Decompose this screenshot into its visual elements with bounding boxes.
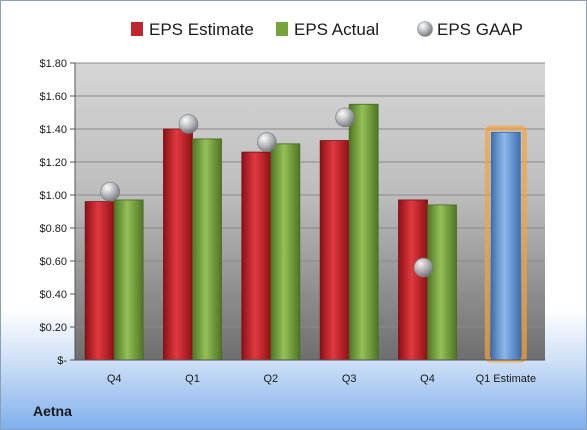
eps-actual-bar (348, 103, 379, 361)
gaap-markers (100, 107, 434, 278)
eps-gaap-marker (335, 107, 355, 128)
eps-gaap-marker (257, 132, 277, 152)
y-tick-label: $1.40 (39, 124, 67, 136)
company-name: Aetna (33, 403, 72, 419)
plot-area (75, 63, 545, 360)
x-tick-label: Q4 (107, 373, 122, 385)
gridlines (75, 62, 545, 361)
eps-estimate-bar (319, 140, 350, 361)
legend-label: EPS Actual (294, 20, 379, 39)
eps-gaap-marker (413, 257, 434, 278)
x-tick-label: Q2 (263, 373, 278, 385)
eps-actual-bar (270, 143, 301, 361)
legend-label: EPS Estimate (149, 20, 254, 39)
legend: EPS Estimate EPS Actual EPS GAAP (131, 20, 523, 39)
y-tick-label: $1.80 (39, 58, 67, 70)
legend-swatch (131, 22, 143, 36)
y-tick-label: $1.00 (39, 190, 67, 202)
legend-swatch (276, 22, 288, 36)
x-tick-label: Q4 (420, 373, 435, 385)
eps-estimate-bar (163, 128, 193, 361)
y-tick-label: $0.40 (39, 289, 67, 301)
q1-estimate-bar (490, 131, 521, 361)
eps-actual-bar (427, 204, 457, 361)
x-tick-label: Q1 Estimate (476, 373, 537, 385)
eps-gaap-marker (100, 181, 120, 202)
y-tick-label: $1.60 (39, 91, 67, 103)
x-tick-label: Q1 (185, 373, 200, 385)
legend-swatch (417, 21, 433, 37)
y-tick-label: $1.20 (39, 157, 67, 169)
y-tick-label: $0.60 (39, 256, 67, 268)
eps-actual-bar (192, 138, 222, 361)
y-tick-label: $- (57, 355, 67, 367)
y-tick-label: $0.20 (39, 322, 67, 334)
eps-actual-bar (113, 199, 144, 361)
eps-estimate-bar (241, 151, 272, 361)
y-tick-label: $0.80 (39, 223, 67, 235)
eps-gaap-marker (178, 114, 199, 134)
bars (84, 103, 527, 363)
eps-estimate-bar (398, 199, 428, 361)
eps-estimate-bar (84, 201, 115, 361)
y-axis: $- $0.20 $0.40 $0.60 $0.80 $1.00 $1.20 $1.40 $1.… (39, 58, 76, 367)
legend-label: EPS GAAP (437, 20, 523, 39)
x-tick-label: Q3 (342, 373, 357, 385)
x-axis: Q4 Q1 Q2 Q3 Q4 Q1 Estimate (75, 359, 545, 385)
